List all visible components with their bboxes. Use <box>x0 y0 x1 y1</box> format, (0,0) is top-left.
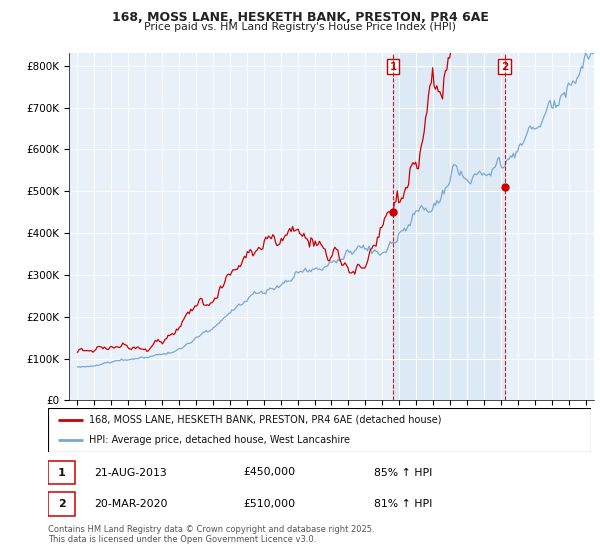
Text: Price paid vs. HM Land Registry's House Price Index (HPI): Price paid vs. HM Land Registry's House … <box>144 22 456 32</box>
Text: 2: 2 <box>58 499 65 508</box>
Text: 85% ↑ HPI: 85% ↑ HPI <box>374 468 432 478</box>
Text: 168, MOSS LANE, HESKETH BANK, PRESTON, PR4 6AE: 168, MOSS LANE, HESKETH BANK, PRESTON, P… <box>112 11 488 24</box>
Text: 2: 2 <box>501 62 508 72</box>
Bar <box>48 460 75 484</box>
Text: 168, MOSS LANE, HESKETH BANK, PRESTON, PR4 6AE (detached house): 168, MOSS LANE, HESKETH BANK, PRESTON, P… <box>89 415 441 425</box>
Text: Contains HM Land Registry data © Crown copyright and database right 2025.
This d: Contains HM Land Registry data © Crown c… <box>48 525 374 544</box>
Text: 1: 1 <box>389 62 397 72</box>
Bar <box>393 53 505 400</box>
Text: £450,000: £450,000 <box>244 468 296 478</box>
Text: 20-MAR-2020: 20-MAR-2020 <box>94 499 167 508</box>
Text: 81% ↑ HPI: 81% ↑ HPI <box>374 499 432 508</box>
Text: £510,000: £510,000 <box>244 499 296 508</box>
Text: HPI: Average price, detached house, West Lancashire: HPI: Average price, detached house, West… <box>89 435 350 445</box>
Bar <box>48 492 75 516</box>
Text: 21-AUG-2013: 21-AUG-2013 <box>94 468 167 478</box>
Text: 1: 1 <box>58 468 65 478</box>
